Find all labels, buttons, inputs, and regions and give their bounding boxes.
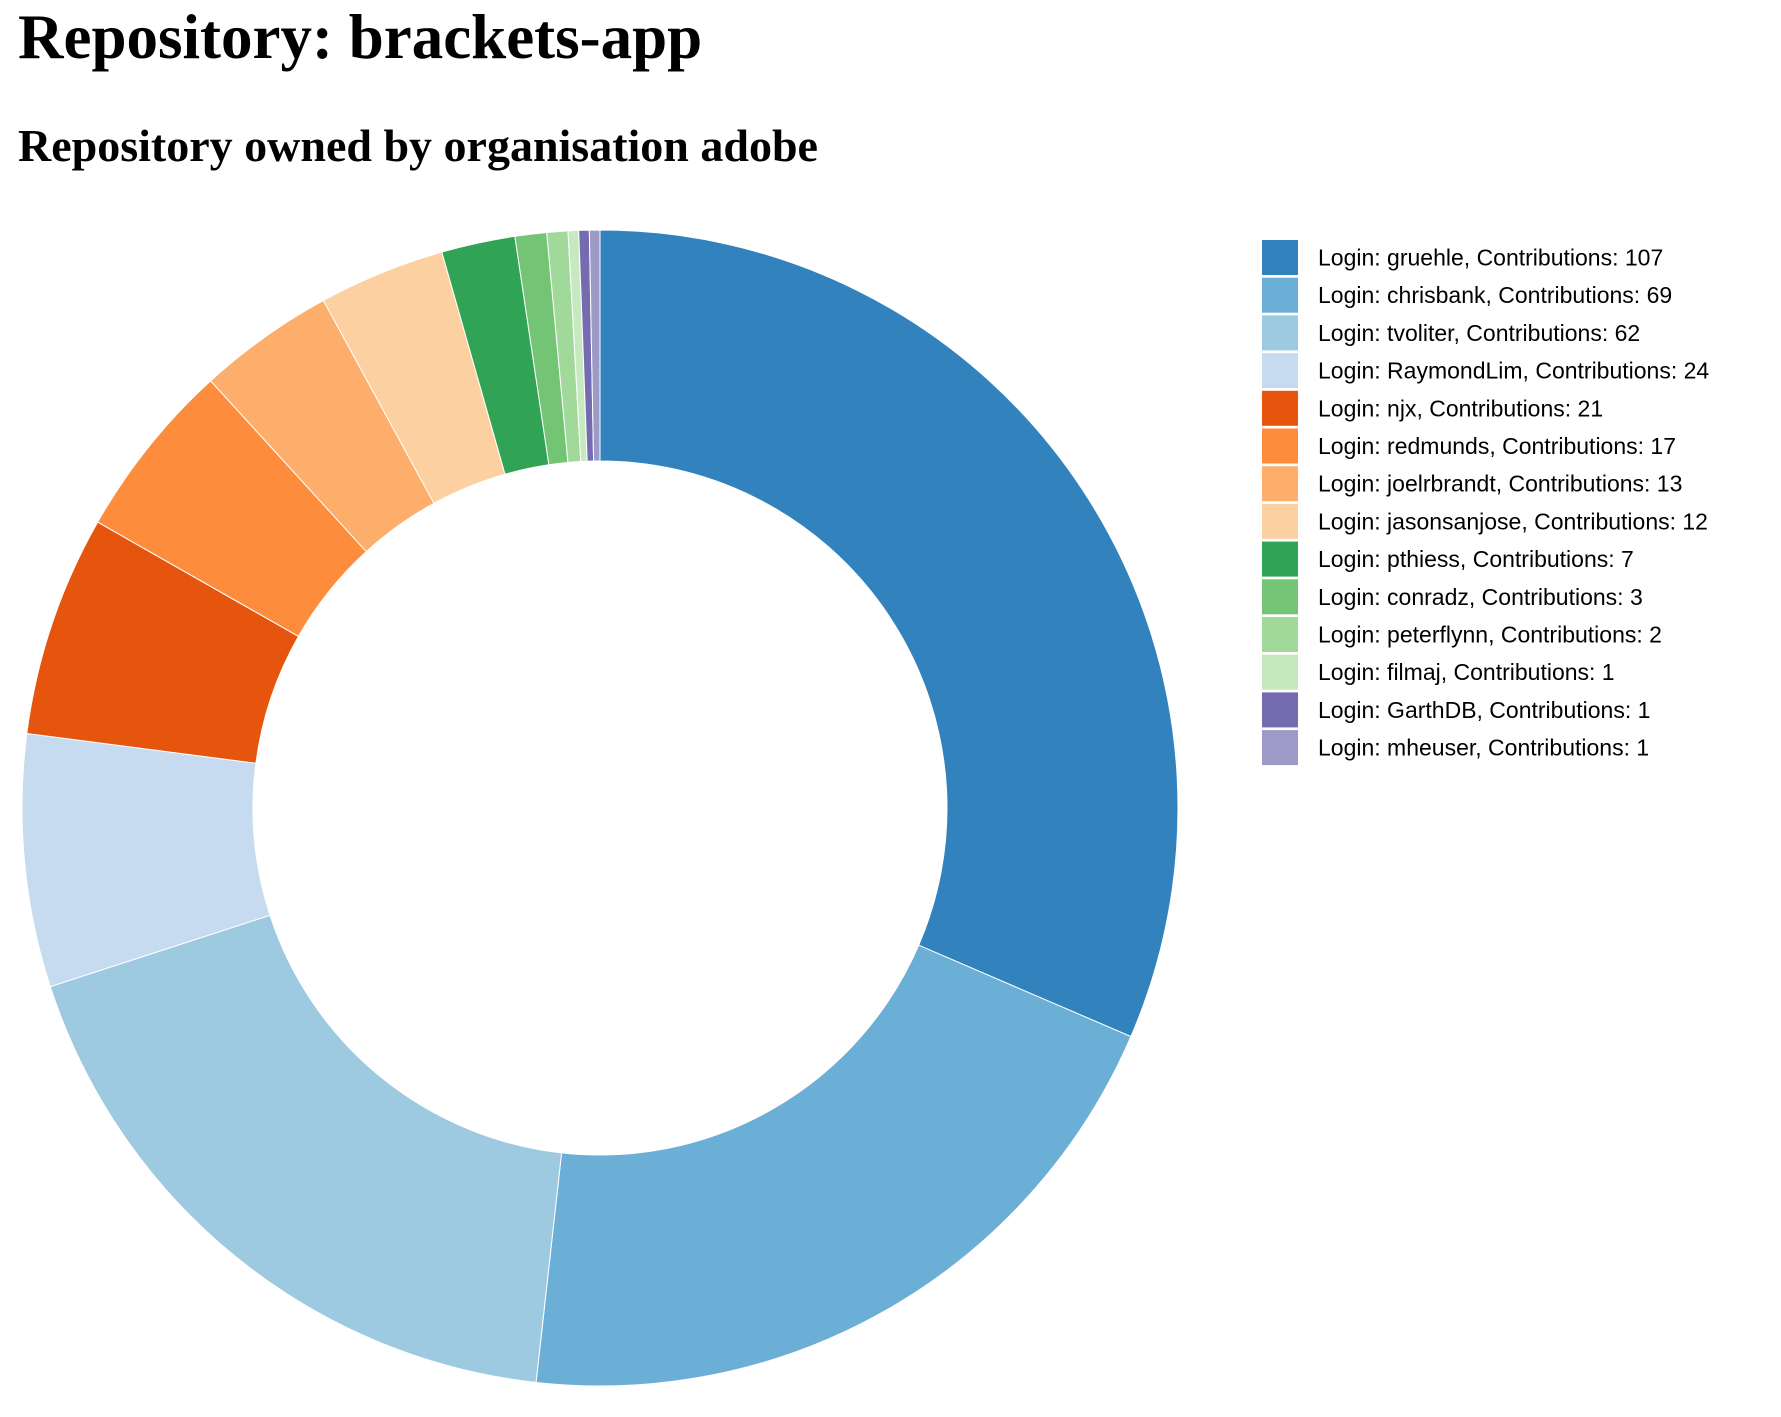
page-title: Repository: brackets-app <box>18 2 703 72</box>
donut-slice-gruehle <box>599 229 1179 1038</box>
legend-item-redmunds: Login: redmunds, Contributions: 17 <box>1262 428 1676 464</box>
legend-item-tvoliter: Login: tvoliter, Contributions: 62 <box>1262 315 1640 351</box>
legend-label: Login: chrisbank, Contributions: 69 <box>1318 282 1672 308</box>
legend-item-joelrbrandt: Login: joelrbrandt, Contributions: 13 <box>1262 466 1682 502</box>
legend-item-njx: Login: njx, Contributions: 21 <box>1262 390 1603 426</box>
legend-item-filmaj: Login: filmaj, Contributions: 1 <box>1262 654 1615 690</box>
legend-item-conradz: Login: conradz, Contributions: 3 <box>1262 579 1643 615</box>
legend-label: Login: tvoliter, Contributions: 62 <box>1318 320 1640 346</box>
legend-label: Login: pthiess, Contributions: 7 <box>1318 546 1634 572</box>
legend-item-pthiess: Login: pthiess, Contributions: 7 <box>1262 541 1634 577</box>
chart-slices <box>21 229 1179 1387</box>
legend-label: Login: redmunds, Contributions: 17 <box>1318 433 1676 459</box>
legend-swatch <box>1262 654 1298 690</box>
legend-swatch <box>1262 390 1298 426</box>
legend-label: Login: RaymondLim, Contributions: 24 <box>1318 358 1709 384</box>
legend-label: Login: mheuser, Contributions: 1 <box>1318 735 1649 761</box>
legend-label: Login: peterflynn, Contributions: 2 <box>1318 622 1662 648</box>
legend-item-peterflynn: Login: peterflynn, Contributions: 2 <box>1262 617 1662 652</box>
legend-item-jasonsanjose: Login: jasonsanjose, Contributions: 12 <box>1262 503 1708 539</box>
legend-label: Login: joelrbrandt, Contributions: 13 <box>1318 471 1682 497</box>
donut-slice-mheuser <box>588 229 601 462</box>
legend-swatch <box>1262 541 1298 577</box>
legend-item-garthdb: Login: GarthDB, Contributions: 1 <box>1262 692 1650 728</box>
legend-label: Login: jasonsanjose, Contributions: 12 <box>1318 508 1708 534</box>
legend-swatch <box>1262 315 1298 351</box>
legend-label: Login: filmaj, Contributions: 1 <box>1318 659 1615 685</box>
legend-swatch <box>1262 730 1298 766</box>
legend-swatch <box>1262 240 1298 275</box>
legend-swatch <box>1262 277 1298 313</box>
legend-item-gruehle: Login: gruehle, Contributions: 107 <box>1262 240 1663 275</box>
legend-item-chrisbank: Login: chrisbank, Contributions: 69 <box>1262 277 1672 313</box>
legend-item-mheuser: Login: mheuser, Contributions: 1 <box>1262 730 1649 766</box>
legend-swatch <box>1262 428 1298 464</box>
legend-label: Login: gruehle, Contributions: 107 <box>1318 245 1663 271</box>
legend-swatch <box>1262 353 1298 389</box>
legend-label: Login: conradz, Contributions: 3 <box>1318 584 1643 610</box>
legend-swatch <box>1262 692 1298 728</box>
legend-swatch <box>1262 579 1298 615</box>
donut-slice-tvoliter <box>49 914 563 1384</box>
legend-swatch <box>1262 466 1298 502</box>
legend-label: Login: njx, Contributions: 21 <box>1318 395 1603 421</box>
donut-slice-chrisbank <box>535 944 1132 1387</box>
legend-swatch <box>1262 503 1298 539</box>
legend-label: Login: GarthDB, Contributions: 1 <box>1318 697 1650 723</box>
legend-item-raymondlim: Login: RaymondLim, Contributions: 24 <box>1262 353 1709 389</box>
page-subtitle: Repository owned by organisation adobe <box>18 120 818 171</box>
legend-swatch <box>1262 617 1298 652</box>
chart-legend: Login: gruehle, Contributions: 107 Login:… <box>1262 240 1709 766</box>
